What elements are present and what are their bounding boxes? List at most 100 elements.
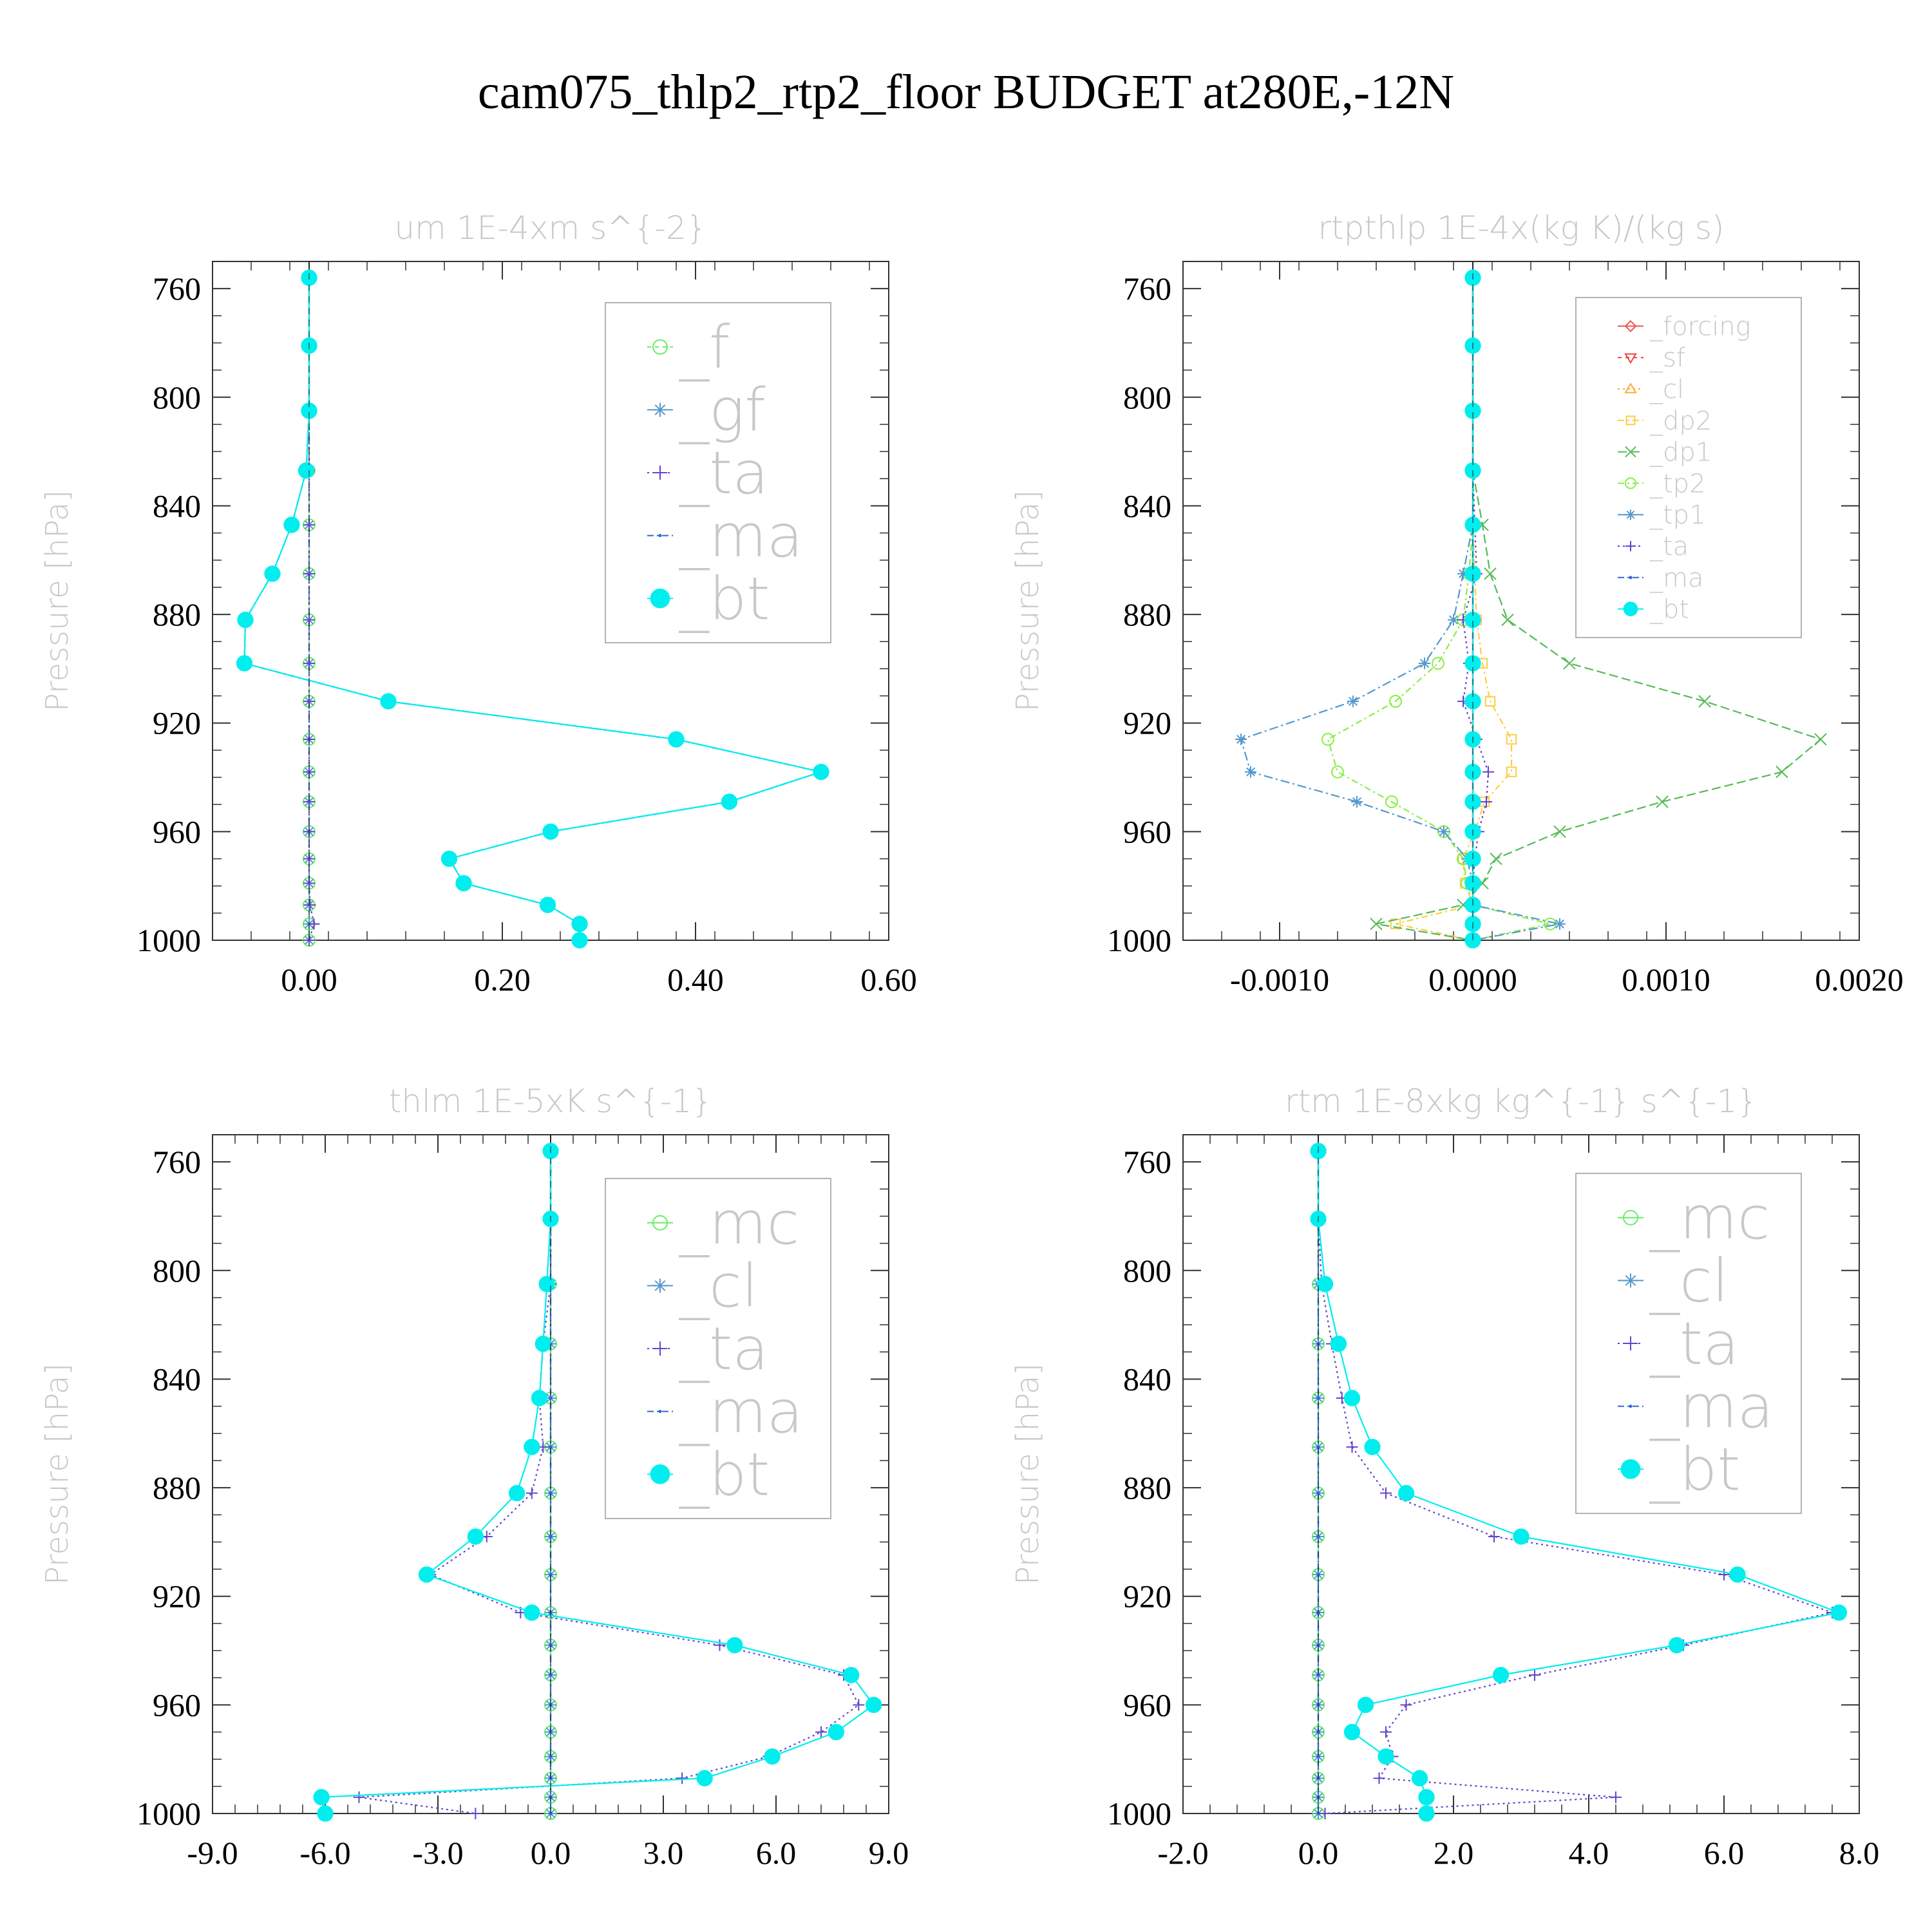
x-tick-label: -2.0: [1157, 1835, 1208, 1871]
legend-marker: [1625, 415, 1636, 426]
legend-item: _ma: [1618, 564, 1703, 593]
legend-item: _ta: [647, 439, 768, 507]
data-point: [1554, 918, 1566, 930]
legend: _forcing_sf_cl_dp2_dp1_tp2_tp1_ta_ma_bt: [1575, 297, 1802, 638]
legend-label: _dp2: [1649, 406, 1712, 436]
legend-box: [1575, 1173, 1802, 1514]
data-point: [549, 1535, 553, 1539]
data-point: [1501, 613, 1514, 627]
legend-item: _ma: [647, 502, 803, 571]
y-tick-label: 920: [153, 1578, 201, 1615]
data-point: [549, 1396, 553, 1400]
data-point: [1346, 1441, 1358, 1453]
data-point: [1316, 1276, 1334, 1293]
y-tick-label: 800: [153, 1253, 201, 1289]
legend-box: [605, 1178, 831, 1519]
y-tick-label: 760: [153, 270, 201, 307]
data-point: [1488, 1530, 1500, 1542]
data-point: [676, 1772, 688, 1785]
legend-label: _forcing: [1649, 312, 1751, 341]
panel-title: um 1E-4xm s^{-2}: [394, 209, 706, 247]
legend-label: _bt: [679, 564, 770, 633]
legend-item: _ma: [1618, 1372, 1774, 1441]
data-point: [721, 793, 738, 810]
data-point: [1343, 1390, 1361, 1406]
panel-title: rtm 1E-8xkg kg^{-1} s^{-1}: [1285, 1083, 1757, 1120]
chart-panel-3: thlm 1E-5xK s^{-1} Pressure [hPa] 760 800 84…: [39, 1083, 909, 1871]
legend: _mc_cl_ta_ma_bt: [1575, 1173, 1802, 1514]
data-point: [308, 918, 320, 930]
data-point: [1316, 1573, 1320, 1577]
chart-panel-2: rtpthlp 1E-4x(kg K)/(kg s) Pressure [hPa]…: [1010, 209, 1904, 998]
data-point: [418, 1566, 435, 1583]
legend-label: _sf: [1649, 343, 1685, 373]
data-point: [1718, 1568, 1730, 1580]
y-tick-label: 1000: [137, 1795, 201, 1832]
legend-item: _ta: [1618, 1309, 1739, 1378]
legend-item: _bt: [1618, 1435, 1740, 1504]
data-point: [508, 1484, 526, 1502]
legend-label: _ta: [1649, 532, 1689, 562]
data-point: [1418, 1789, 1435, 1806]
x-tick-label: 0.0020: [1815, 961, 1904, 998]
y-tick-label: 960: [1123, 1687, 1171, 1723]
chart-panel-1: um 1E-4xm s^{-2} Pressure [hPa] 760 800 840 8…: [39, 209, 917, 998]
legend-marker: [653, 1341, 667, 1356]
series-bt: [1464, 269, 1481, 949]
legend-item: _mc: [1618, 1184, 1770, 1253]
legend-label: _ta: [1649, 1309, 1739, 1378]
data-point: [1351, 795, 1363, 808]
legend-marker: [1623, 601, 1638, 616]
data-point: [828, 1723, 844, 1741]
x-tick-label: -0.0010: [1230, 961, 1329, 998]
plot-frame: [1182, 261, 1860, 941]
data-point: [764, 1748, 781, 1765]
y-axis-label: Pressure [hPa]: [1010, 490, 1046, 712]
legend-marker: [1625, 477, 1636, 489]
legend-marker: [652, 339, 668, 355]
legend-item: _tp1: [1618, 500, 1706, 530]
legend-marker: [1623, 1209, 1638, 1226]
data-point: [1492, 1667, 1510, 1683]
data-point: [469, 1808, 482, 1819]
series-bt: [236, 269, 829, 949]
x-tick-label: 0.0: [1298, 1835, 1339, 1871]
x-tick-label: -6.0: [299, 1835, 350, 1871]
data-point: [843, 1667, 860, 1683]
legend-marker: [653, 402, 667, 417]
legend-label: _cl: [679, 1252, 758, 1321]
data-point: [524, 1604, 540, 1621]
x-tick-label: 3.0: [643, 1835, 684, 1871]
data-point: [813, 763, 829, 781]
chart-panel-4: rtm 1E-8xkg kg^{-1} s^{-1} Pressure [hPa]…: [1010, 1083, 1879, 1871]
legend-item: _dp1: [1618, 438, 1712, 468]
data-point: [531, 1390, 548, 1406]
y-tick-label: 880: [153, 596, 201, 632]
data-point: [1319, 1808, 1331, 1819]
legend-item: _gf: [647, 376, 766, 445]
legend-marker: [650, 588, 670, 609]
data-point: [1563, 657, 1576, 670]
data-point: [440, 850, 458, 867]
x-tick-label: 2.0: [1434, 1835, 1474, 1871]
legend-marker: [653, 466, 667, 480]
legend-label: _ta: [679, 1314, 768, 1383]
data-point: [1484, 696, 1496, 707]
data-point: [696, 1770, 713, 1786]
y-tick-label: 880: [1123, 596, 1171, 632]
series-bt: [1310, 1142, 1848, 1822]
legend-marker: [1624, 319, 1637, 332]
x-tick-label: 0.0: [531, 1835, 571, 1871]
legend-label: _mc: [679, 1189, 799, 1258]
data-point: [866, 1696, 882, 1714]
data-point: [1380, 1726, 1392, 1738]
legend-item: _ta: [647, 1314, 768, 1383]
data-point: [1776, 765, 1788, 779]
legend-label: _ma: [1649, 1372, 1774, 1441]
legend-item: _ma: [647, 1378, 803, 1446]
data-point: [1457, 567, 1469, 580]
legend-label: _tp1: [1649, 500, 1706, 530]
data-point: [1506, 734, 1517, 745]
legend-box: [1575, 297, 1802, 638]
